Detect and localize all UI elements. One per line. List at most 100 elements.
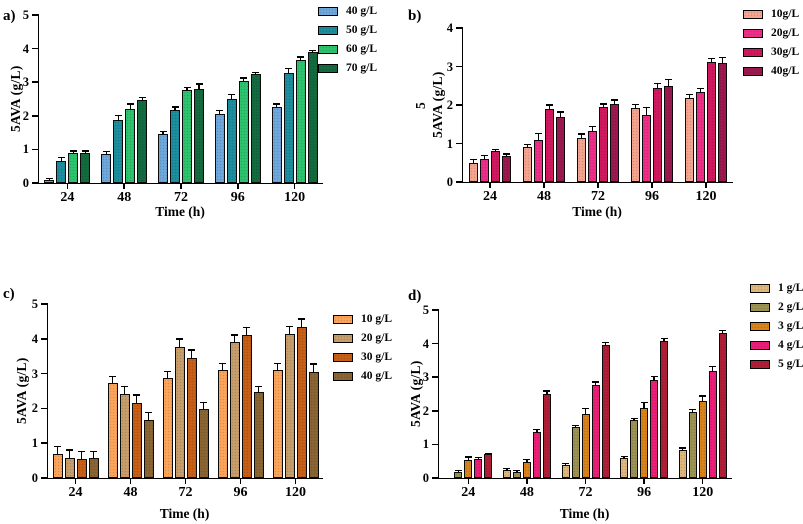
x-tick — [467, 478, 470, 484]
error-bar — [536, 429, 538, 433]
y-tick — [32, 14, 39, 16]
error-bar-cap — [546, 104, 553, 106]
error-bar-cap — [240, 77, 248, 79]
panel-c-label: c) — [3, 286, 15, 302]
error-bar — [135, 395, 138, 405]
y-tick — [456, 27, 463, 29]
error-bar-cap — [719, 57, 726, 59]
legend-label: 20g/L — [771, 27, 800, 39]
bar — [113, 119, 124, 183]
error-bar-cap — [45, 178, 53, 180]
bar — [143, 419, 154, 478]
error-bar — [634, 105, 637, 110]
error-bar-cap — [602, 341, 609, 343]
error-bar — [231, 94, 233, 100]
error-bar — [117, 115, 119, 121]
bar — [56, 161, 67, 183]
y-tick-label: 4 — [446, 21, 453, 35]
error-bar — [162, 131, 164, 135]
legend-label: 10g/L — [771, 8, 800, 20]
error-bar-cap — [513, 469, 521, 471]
y-tick-label: 5 — [31, 297, 38, 311]
error-bar-cap — [709, 365, 717, 367]
bar — [698, 401, 707, 478]
bar — [125, 108, 136, 183]
x-tick — [66, 183, 69, 189]
legend-swatch — [750, 321, 770, 331]
error-bar — [667, 80, 670, 88]
error-bar-cap — [138, 97, 146, 99]
bar — [52, 454, 63, 478]
error-bar — [692, 410, 694, 414]
bar — [474, 459, 483, 478]
legend-item: 2 g/L — [750, 301, 803, 313]
x-tick-label: 24 — [461, 485, 476, 500]
error-bar-cap — [660, 337, 668, 340]
y-tick-label: 4 — [31, 331, 38, 346]
error-bar-cap — [665, 79, 672, 81]
legend-label: 5 g/L — [778, 358, 803, 370]
bar — [561, 464, 570, 478]
bar — [76, 459, 87, 478]
error-bar-cap — [697, 87, 704, 89]
error-bar-cap — [543, 390, 551, 392]
error-bar — [311, 50, 314, 54]
error-bar — [643, 403, 645, 410]
bar — [708, 370, 717, 478]
error-bar-cap — [686, 94, 693, 96]
bar — [630, 420, 639, 478]
error-bar — [56, 447, 59, 456]
error-bar — [275, 104, 278, 109]
error-bar — [300, 319, 303, 329]
legend-swatch — [743, 28, 763, 38]
error-bar-cap — [679, 447, 687, 449]
x-tick — [543, 182, 545, 188]
bar — [571, 427, 580, 478]
error-bar — [299, 57, 302, 62]
bar — [688, 412, 697, 478]
error-bar — [656, 83, 659, 89]
error-bar — [721, 58, 724, 65]
bar — [182, 90, 192, 183]
bar — [308, 371, 319, 478]
error-bar-cap — [66, 449, 73, 451]
error-bar-cap — [243, 327, 250, 329]
x-tick — [489, 182, 491, 188]
bar — [469, 162, 478, 182]
bar — [545, 108, 554, 182]
legend-swatch — [333, 352, 353, 362]
x-tick-label: 96 — [233, 485, 248, 500]
error-bar-cap — [600, 103, 607, 105]
legend-swatch — [333, 314, 353, 324]
y-tick — [456, 142, 463, 145]
x-tick — [705, 182, 707, 188]
legend-label: 4 g/L — [778, 339, 803, 351]
bar — [271, 107, 282, 183]
y-tick-label: 2 — [31, 401, 38, 416]
x-tick — [129, 478, 132, 484]
x-tick — [701, 478, 704, 484]
x-tick-label: 48 — [519, 485, 534, 500]
panel-a-x-axis-label: Time (h) — [155, 204, 205, 219]
error-bar — [604, 342, 607, 346]
panel-a-legend: 40 g/L 50 g/L 60 g/L 70 g/L — [318, 5, 377, 81]
error-bar — [84, 151, 87, 154]
error-bar-cap — [297, 56, 305, 58]
legend-item: 5 g/L — [750, 358, 803, 370]
error-bar-cap — [719, 329, 727, 331]
error-bar-cap — [255, 385, 262, 387]
bar — [295, 60, 306, 183]
legend-item: 30g/L — [743, 46, 799, 58]
bar — [685, 98, 694, 182]
bar — [532, 431, 541, 478]
y-tick — [432, 376, 439, 378]
error-bar-cap — [578, 133, 585, 135]
error-bar — [602, 104, 605, 108]
error-bar-cap — [159, 130, 167, 132]
error-bar-cap — [286, 326, 293, 328]
bar — [664, 86, 673, 182]
bar — [610, 103, 619, 182]
error-bar — [580, 134, 583, 139]
legend-item: 60 g/L — [318, 43, 377, 55]
bar — [229, 341, 240, 478]
